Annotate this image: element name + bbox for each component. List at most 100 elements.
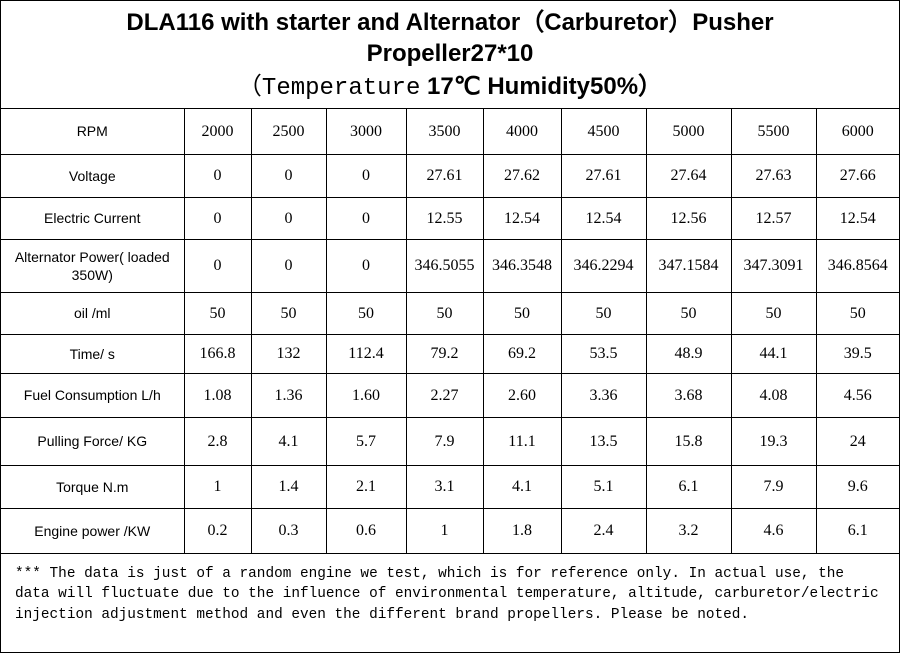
row-label: Voltage [1,153,185,198]
row-label: Electric Current [1,196,185,240]
table-cell: 4.1 [482,464,562,509]
table-cell: 12.55 [405,196,484,240]
table-cell: 2.8 [183,416,252,466]
table-cell: 3.1 [405,464,484,509]
table-cell: 346.3548 [482,238,562,293]
table-cell: 4.6 [730,507,817,554]
conditions: （Temperature 17℃ Humidity50%） [61,71,839,105]
table-row: Time/ s 166.8 132 112.4 79.2 69.2 53.5 48.9 44.1… [1,333,899,374]
table-cell: 15.8 [645,416,732,466]
table-cell: 0.2 [183,507,252,554]
row-label: Engine power /KW [1,507,185,554]
table-cell: 50 [560,291,647,335]
table-cell: 12.54 [560,196,647,240]
table-cell: 346.5055 [405,238,484,293]
table-cell: 39.5 [815,333,899,374]
table-cell: 0 [183,238,252,293]
table-cell: 347.1584 [645,238,732,293]
table-cell: 19.3 [730,416,817,466]
row-label: Fuel Consumption L/h [1,372,185,418]
table-cell: 1.60 [325,372,407,418]
table-cell: 5.1 [560,464,647,509]
conditions-values: 17℃ Humidity50%） [427,73,663,100]
table-cell: 1.08 [183,372,252,418]
table-cell: 13.5 [560,416,647,466]
column-header: 5000 [645,109,732,155]
table-cell: 50 [645,291,732,335]
row-label: Pulling Force/ KG [1,416,185,466]
table-row: Voltage 0 0 0 27.61 27.62 27.61 27.64 27.63 27.66 [1,153,899,198]
table-cell: 0.6 [325,507,407,554]
table-cell: 0 [250,153,327,198]
table-cell: 2.60 [482,372,562,418]
row-label: RPM [1,109,185,155]
table-cell: 0.3 [250,507,327,554]
table-cell: 132 [250,333,327,374]
table-cell: 53.5 [560,333,647,374]
table-cell: 24 [815,416,899,466]
table-row: Pulling Force/ KG 2.8 4.1 5.7 7.9 11.1 13.5 15.… [1,416,899,466]
table-cell: 0 [250,238,327,293]
table-cell: 50 [730,291,817,335]
table-cell: 0 [250,196,327,240]
table-cell: 1.8 [482,507,562,554]
table-cell: 27.64 [645,153,732,198]
column-header: 2500 [250,109,327,155]
table-cell: 112.4 [325,333,407,374]
table-cell: 0 [325,153,407,198]
table-row: Engine power /KW 0.2 0.3 0.6 1 1.8 2.4 3.2 4.6 6.… [1,507,899,554]
table-row: Torque N.m 1 1.4 2.1 3.1 4.1 5.1 6.1 7.9 9.6 [1,464,899,509]
column-header: 6000 [815,109,899,155]
conditions-prefix: （Temperature [237,75,421,102]
title: DLA116 with starter and Alternator（Carbu… [126,9,774,67]
table-cell: 2.4 [560,507,647,554]
table-cell: 44.1 [730,333,817,374]
table-cell: 12.56 [645,196,732,240]
row-label: oil /ml [1,291,185,335]
data-table: RPM 2000 2500 3000 3500 4000 4500 5000 5500 6000 V… [1,109,899,554]
table-cell: 1 [405,507,484,554]
table-cell: 3.68 [645,372,732,418]
table-cell: 12.54 [815,196,899,240]
table-cell: 27.62 [482,153,562,198]
table-row: oil /ml 50 50 50 50 50 50 50 50 50 [1,291,899,335]
table-cell: 50 [325,291,407,335]
title-block: DLA116 with starter and Alternator（Carbu… [1,1,899,109]
table-cell: 11.1 [482,416,562,466]
row-label: Torque N.m [1,464,185,509]
table-row: Fuel Consumption L/h 1.08 1.36 1.60 2.27 2.60… [1,372,899,418]
table-cell: 346.2294 [560,238,647,293]
table-cell: 50 [815,291,899,335]
table-cell: 50 [482,291,562,335]
table-cell: 48.9 [645,333,732,374]
table-cell: 0 [183,196,252,240]
table-cell: 347.3091 [730,238,817,293]
row-label: Time/ s [1,333,185,374]
column-header: 2000 [183,109,252,155]
table-cell: 1.4 [250,464,327,509]
column-header: 3000 [325,109,407,155]
table-cell: 69.2 [482,333,562,374]
table-cell: 1.36 [250,372,327,418]
table-cell: 27.61 [560,153,647,198]
table-cell: 79.2 [405,333,484,374]
table-cell: 7.9 [405,416,484,466]
table-cell: 50 [405,291,484,335]
table-cell: 6.1 [645,464,732,509]
table-cell: 0 [183,153,252,198]
table-cell: 5.7 [325,416,407,466]
table-cell: 4.1 [250,416,327,466]
table-cell: 27.66 [815,153,899,198]
row-label: Alternator Power( loaded 350W) [1,238,185,293]
footnote: *** The data is just of a random engine … [15,565,879,623]
table-row: Electric Current 0 0 0 12.55 12.54 12.54 12.56 1… [1,196,899,240]
table-cell: 2.1 [325,464,407,509]
table-cell: 9.6 [815,464,899,509]
table-cell: 2.27 [405,372,484,418]
table-cell: 3.36 [560,372,647,418]
column-header: 4500 [560,109,647,155]
table-cell: 50 [250,291,327,335]
table-cell: 0 [325,238,407,293]
table-cell: 4.08 [730,372,817,418]
table-cell: 3.2 [645,507,732,554]
